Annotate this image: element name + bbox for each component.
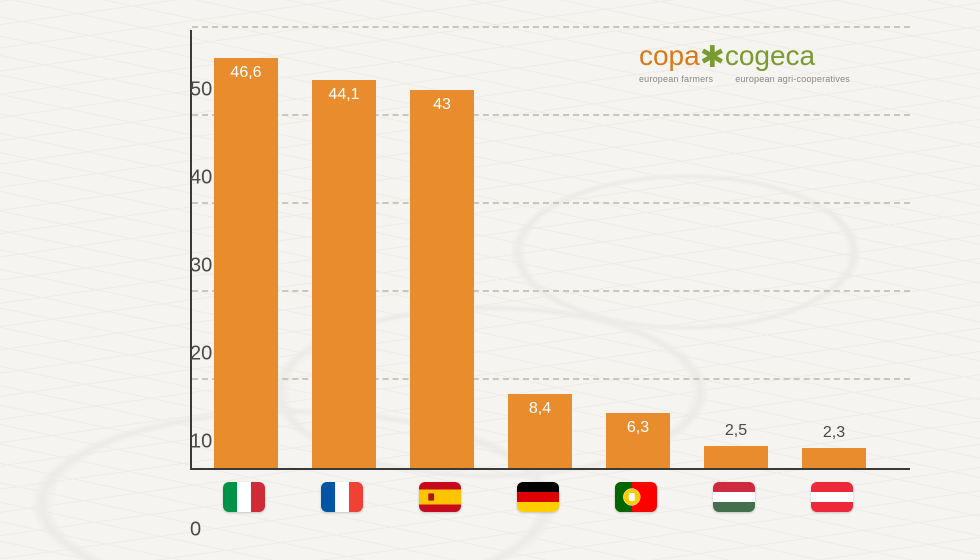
bar-value-label: 6,3: [627, 419, 649, 437]
gridline: [192, 26, 910, 28]
bar-value-label: 44,1: [328, 86, 359, 104]
bar-germany: 8,4: [508, 394, 572, 468]
bar-hungary: 2,5: [704, 446, 768, 468]
flag-portugal-icon: [604, 482, 668, 512]
flag-italy-icon: [212, 482, 276, 512]
bar-value-label: 2,3: [823, 424, 845, 442]
flag-spain-icon: [408, 482, 472, 512]
plot-area: 46,6 44,1 43 8,4 6,3 2,5 2,3: [190, 30, 910, 470]
bar-value-label: 46,6: [230, 64, 261, 82]
bar-france: 44,1: [312, 80, 376, 468]
bar-value-label: 8,4: [529, 400, 551, 418]
bars-container: 46,6 44,1 43 8,4 6,3 2,5 2,3: [192, 30, 910, 468]
bar-italy: 46,6: [214, 58, 278, 468]
flag-hungary-icon: [702, 482, 766, 512]
bar-spain: 43: [410, 90, 474, 468]
flag-france-icon: [310, 482, 374, 512]
flag-germany-icon: [506, 482, 570, 512]
bar-value-label: 2,5: [725, 422, 747, 440]
bar-chart: 46,644,1438,46,32,52,3 01020304050: [150, 30, 910, 530]
bar-portugal: 6,3: [606, 413, 670, 468]
x-axis-flags: [190, 482, 910, 512]
bar-value-label: 43: [433, 96, 451, 114]
bar-austria: 2,3: [802, 448, 866, 468]
flag-austria-icon: [800, 482, 864, 512]
